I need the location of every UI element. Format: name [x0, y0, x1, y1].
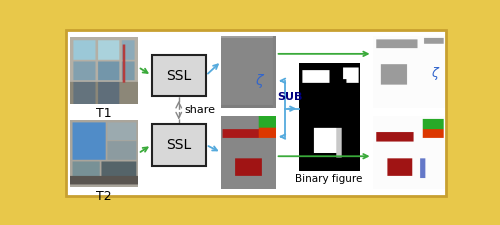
Text: SSL: SSL: [166, 138, 192, 152]
Text: T2: T2: [96, 190, 112, 203]
Text: Binary figure: Binary figure: [295, 174, 362, 184]
Text: T1: T1: [96, 107, 112, 120]
Text: SSL: SSL: [166, 68, 192, 83]
FancyBboxPatch shape: [152, 124, 206, 166]
Text: SUB: SUB: [278, 92, 302, 102]
FancyBboxPatch shape: [152, 55, 206, 96]
FancyBboxPatch shape: [66, 30, 446, 196]
Text: share: share: [184, 105, 216, 115]
